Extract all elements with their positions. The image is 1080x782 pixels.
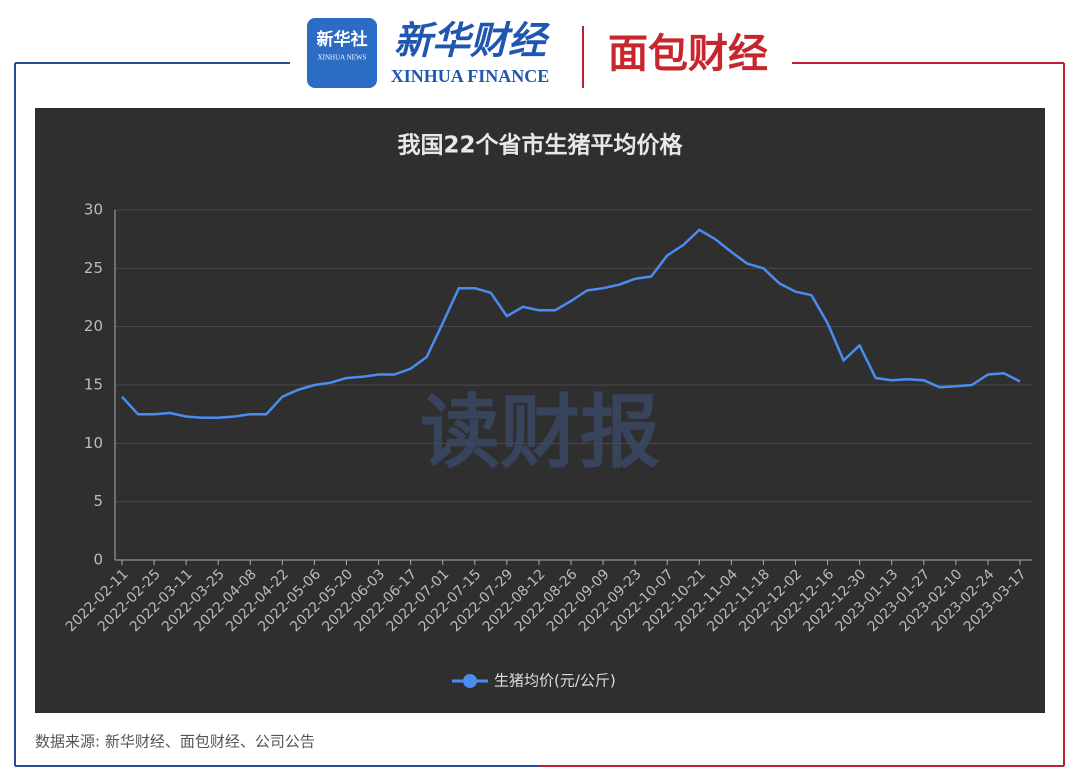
logo-text: XINHUA NEWS (318, 54, 367, 62)
y-tick-label: 15 (84, 376, 103, 394)
chart-title: 我国22个省市生猪平均价格 (397, 132, 683, 159)
series-line (121, 228, 1021, 419)
y-tick-label: 20 (84, 317, 103, 335)
chart-background (35, 108, 1045, 713)
frame (14, 62, 1065, 767)
y-tick-label: 0 (93, 551, 103, 569)
logo-text: 面包财经 (608, 31, 768, 77)
legend-marker (463, 674, 477, 688)
y-tick-label: 25 (84, 259, 103, 277)
legend-label: 生猪均价(元/公斤) (494, 672, 616, 690)
watermark: 读财报 (420, 386, 660, 479)
logo-xinhua-news: 新华社 XINHUA NEWS (307, 18, 377, 88)
logo-text: 新华财经 (394, 21, 551, 63)
logo-text: XINHUA FINANCE (391, 66, 550, 86)
logo-text: 新华社 (317, 29, 368, 50)
y-tick-label: 5 (93, 492, 103, 510)
y-tick-label: 10 (84, 434, 103, 452)
source-note: 数据来源: 新华财经、面包财经、公司公告 (35, 733, 315, 751)
y-tick-label: 30 (84, 201, 103, 219)
